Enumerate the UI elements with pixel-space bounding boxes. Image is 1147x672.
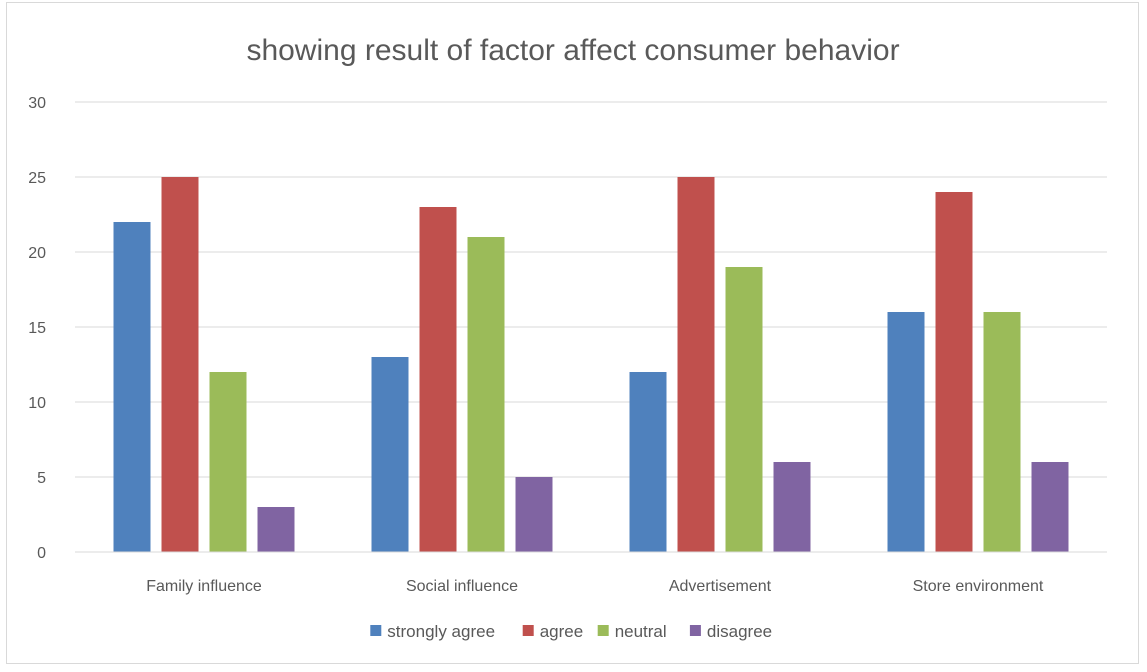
bar-neutral-2 [725, 267, 763, 552]
y-tick-label: 10 [28, 395, 46, 412]
bar-strongly-agree-0 [113, 222, 151, 552]
y-tick-label: 5 [37, 470, 46, 487]
bar-strongly-agree-2 [629, 372, 667, 552]
x-axis-ticks: Family influence Social influence Advertis… [146, 578, 1044, 595]
legend-label: agree [540, 622, 583, 641]
bar-disagree-2 [773, 462, 811, 552]
bar-neutral-1 [467, 237, 505, 552]
bar-agree-1 [419, 207, 457, 552]
x-tick-label: Social influence [406, 578, 518, 595]
legend-label: neutral [615, 622, 667, 641]
bar-strongly-agree-1 [371, 357, 409, 552]
x-tick-label: Family influence [146, 578, 262, 595]
bar-agree-3 [935, 192, 973, 552]
bar-agree-2 [677, 177, 715, 552]
x-tick-label: Advertisement [669, 578, 772, 595]
y-axis-ticks: 0 5 10 15 20 25 30 [28, 95, 46, 562]
legend-label: strongly agree [387, 622, 495, 641]
bar-neutral-3 [983, 312, 1021, 552]
legend-item: agree [522, 622, 583, 641]
legend-swatch [522, 625, 534, 636]
legend-item: disagree [689, 622, 772, 641]
legend-swatch [689, 625, 701, 636]
legend-item: neutral [597, 622, 667, 641]
bar-neutral-0 [209, 372, 247, 552]
bar-disagree-0 [257, 507, 295, 552]
x-tick-label: Store environment [913, 578, 1044, 595]
bar-agree-0 [161, 177, 199, 552]
legend-item: strongly agree [370, 622, 495, 641]
bar-strongly-agree-3 [887, 312, 925, 552]
y-tick-label: 30 [28, 95, 46, 112]
bars [113, 177, 1069, 552]
y-tick-label: 0 [37, 545, 46, 562]
y-tick-label: 25 [28, 170, 46, 187]
legend: strongly agree agree neutral disagree [370, 622, 772, 641]
gridlines [75, 101, 1107, 478]
y-tick-label: 15 [28, 320, 46, 337]
legend-swatch [597, 625, 609, 636]
legend-swatch [370, 625, 382, 636]
chart-title: showing result of factor affect consumer… [246, 34, 899, 67]
bar-disagree-1 [515, 477, 553, 552]
y-tick-label: 20 [28, 245, 46, 262]
bar-disagree-3 [1031, 462, 1069, 552]
legend-label: disagree [707, 622, 772, 641]
